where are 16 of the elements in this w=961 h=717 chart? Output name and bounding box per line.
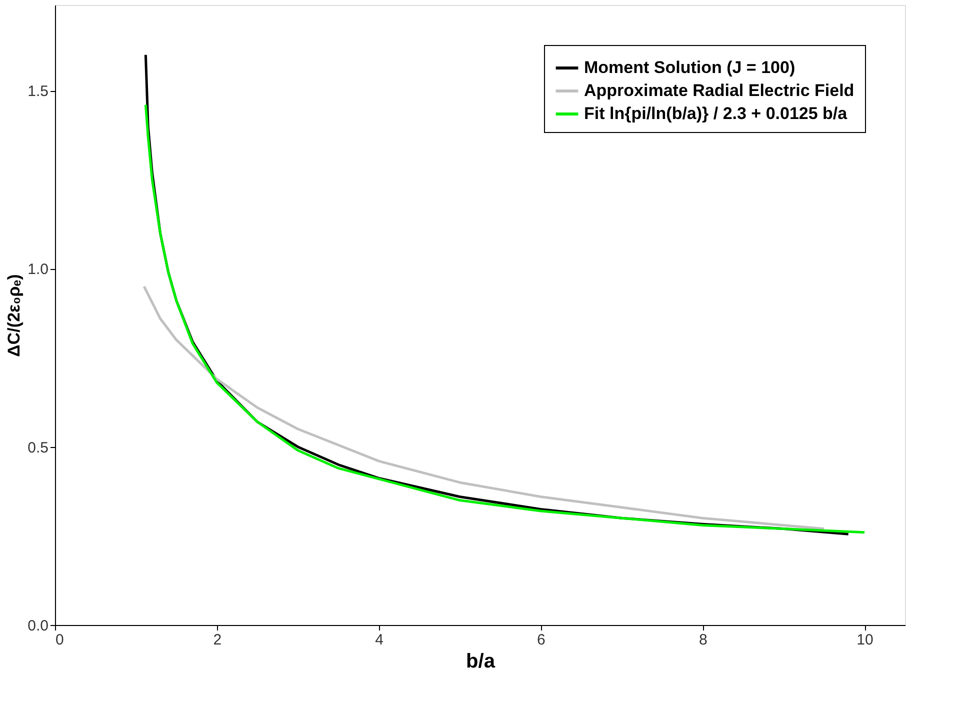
line-series	[142, 285, 826, 530]
y-tick-label: 0.0	[28, 618, 48, 634]
x-tick-label: 8	[698, 632, 708, 648]
x-tick-label: 2	[213, 632, 222, 648]
x-axis-title: b/a	[466, 650, 496, 672]
legend-label: Fit ln{pi/ln(b/a)} / 2.3 + 0.0125 b/a	[584, 104, 848, 123]
x-tick-label: 4	[375, 632, 384, 648]
legend-label: Moment Solution (J = 100)	[584, 58, 796, 77]
y-tick-label: 1.5	[28, 83, 48, 100]
y-axis-title: ΔC/(2ε₀ρₑ)	[4, 274, 24, 357]
legend-label: Approximate Radial Electric Field	[584, 81, 854, 100]
y-tick-label: 0.5	[28, 439, 48, 456]
y-tick-label: 1.0	[28, 261, 48, 278]
x-tick-label: 0	[56, 632, 64, 648]
x-tick-label: 10	[856, 632, 874, 648]
x-tick-label: 6	[537, 632, 546, 648]
